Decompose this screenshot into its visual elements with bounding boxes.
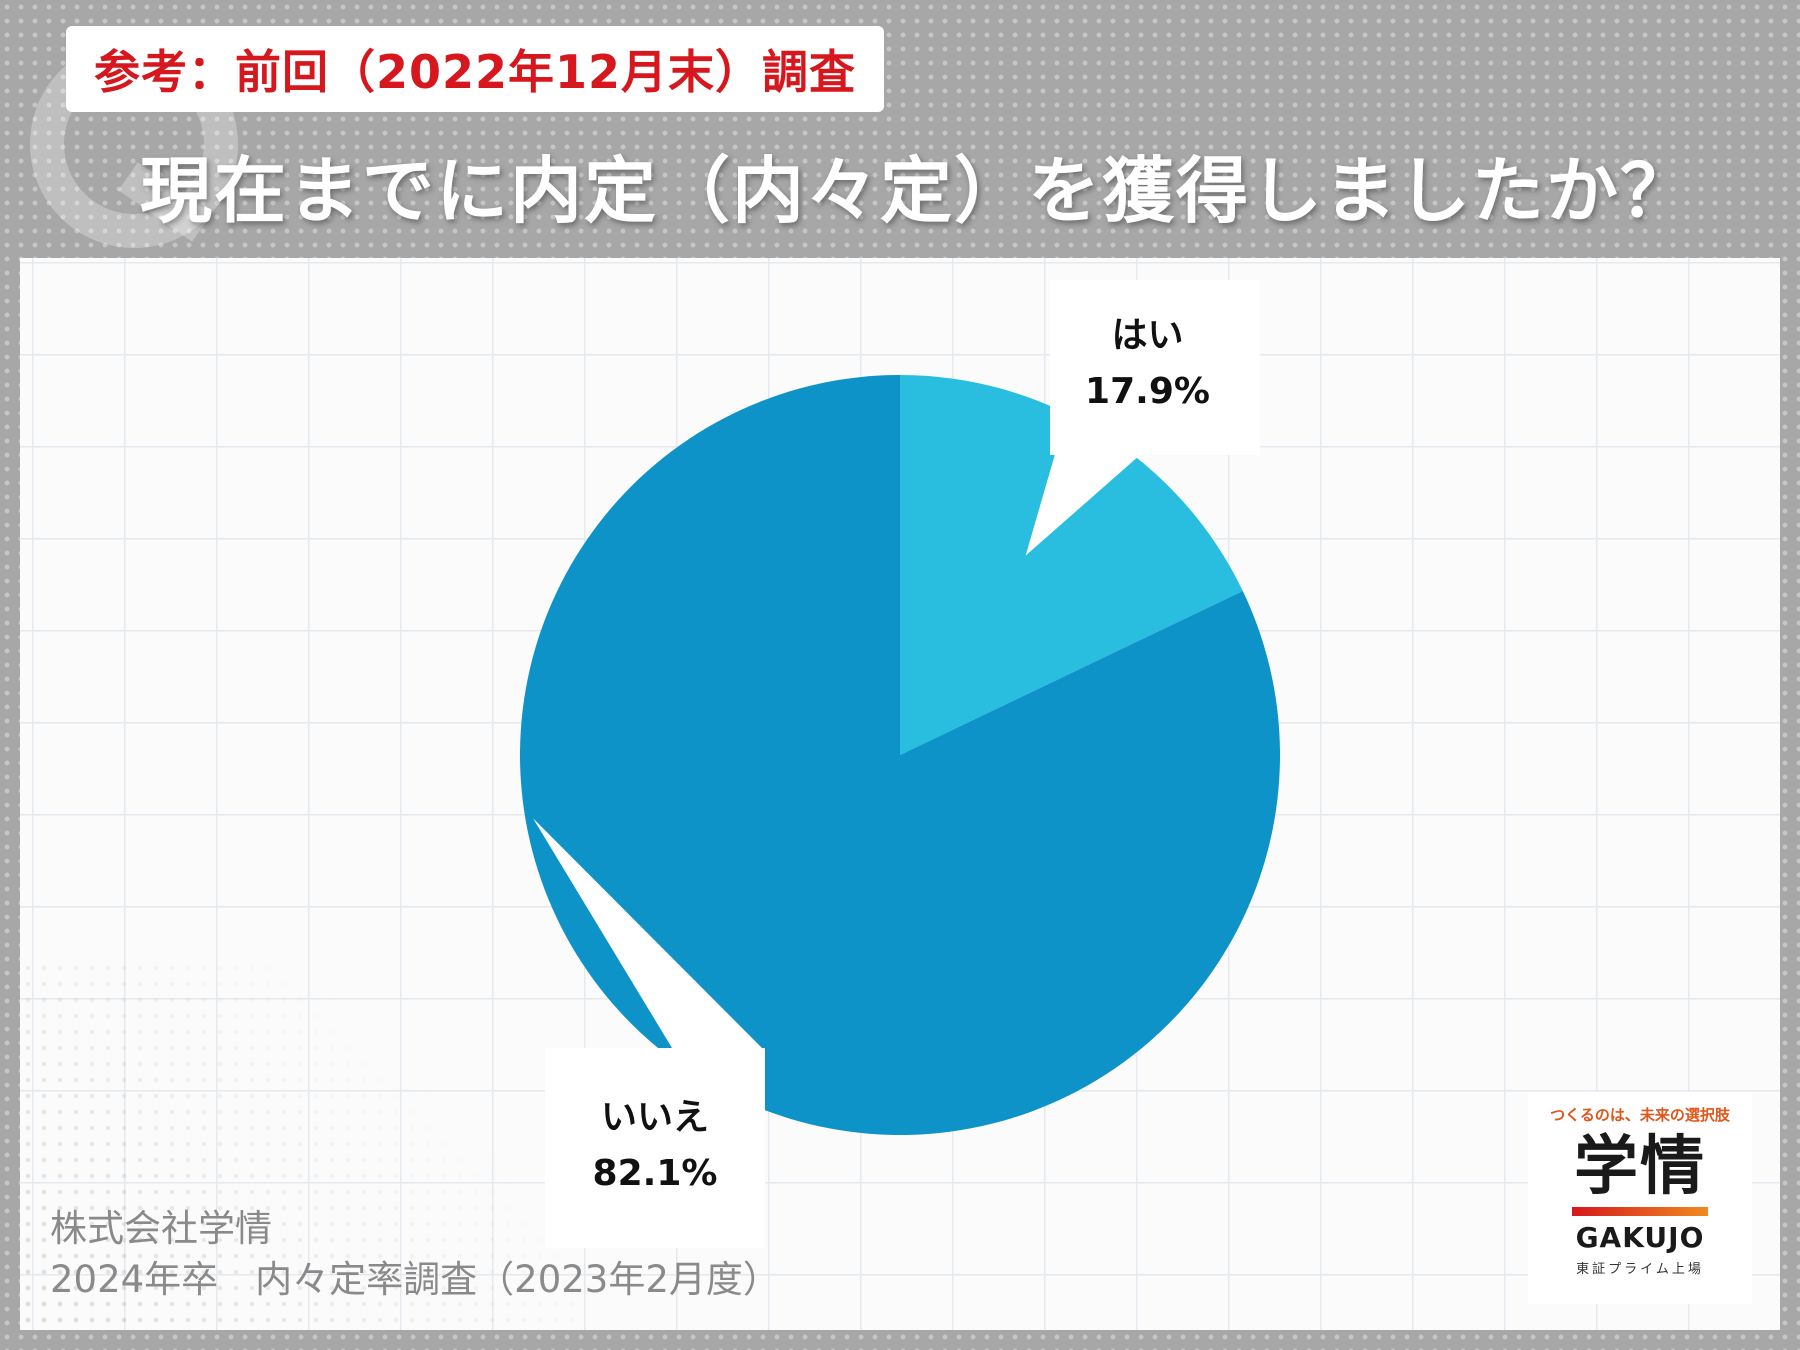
source-survey: 2024年卒 内々定率調査（2023年2月度）	[50, 1258, 780, 1301]
slice-label-no-category: いいえ	[600, 1097, 709, 1138]
logo-gradient-bar	[1572, 1207, 1708, 1216]
reference-badge: 参考：前回（2022年12月末）調査	[66, 26, 885, 112]
pie-slice-yes	[900, 375, 1243, 755]
pie-callouts	[533, 280, 1260, 1248]
logo-name: GAKUJO	[1575, 1221, 1705, 1254]
slice-label-yes-box	[1050, 280, 1260, 455]
slice-label-no: いいえ 82.1%	[560, 1090, 750, 1202]
slice-label-yes-category: はい	[1111, 315, 1184, 356]
gakujo-logo: つくるのは、未来の選択肢 学情 GAKUJO 東証プライム上場	[1528, 1092, 1752, 1304]
source-company: 株式会社学情	[50, 1207, 272, 1250]
question-title: 現在までに内定（内々定）を獲得しましたか？	[140, 149, 1695, 233]
logo-mark: 学情	[1574, 1130, 1706, 1204]
slice-label-yes-pointer	[1025, 430, 1140, 556]
reference-badge-text: 参考：前回（2022年12月末）調査	[94, 45, 857, 99]
slice-label-yes: はい 17.9%	[1050, 308, 1245, 420]
slice-label-no-pointer	[533, 818, 762, 1048]
pie-slice-no	[520, 375, 1280, 1136]
slice-label-no-box	[545, 1048, 765, 1248]
slice-label-yes-value: 17.9%	[1085, 371, 1210, 412]
logo-listing: 東証プライム上場	[1576, 1262, 1704, 1277]
panel-dot-pattern	[20, 960, 580, 1330]
logo-tagline: つくるのは、未来の選択肢	[1550, 1106, 1730, 1124]
slice-label-no-value: 82.1%	[592, 1153, 718, 1194]
source-note: 株式会社学情 2024年卒 内々定率調査（2023年2月度）	[50, 1203, 780, 1305]
chart-panel	[20, 258, 1780, 1330]
pie-slices	[520, 375, 1280, 1136]
